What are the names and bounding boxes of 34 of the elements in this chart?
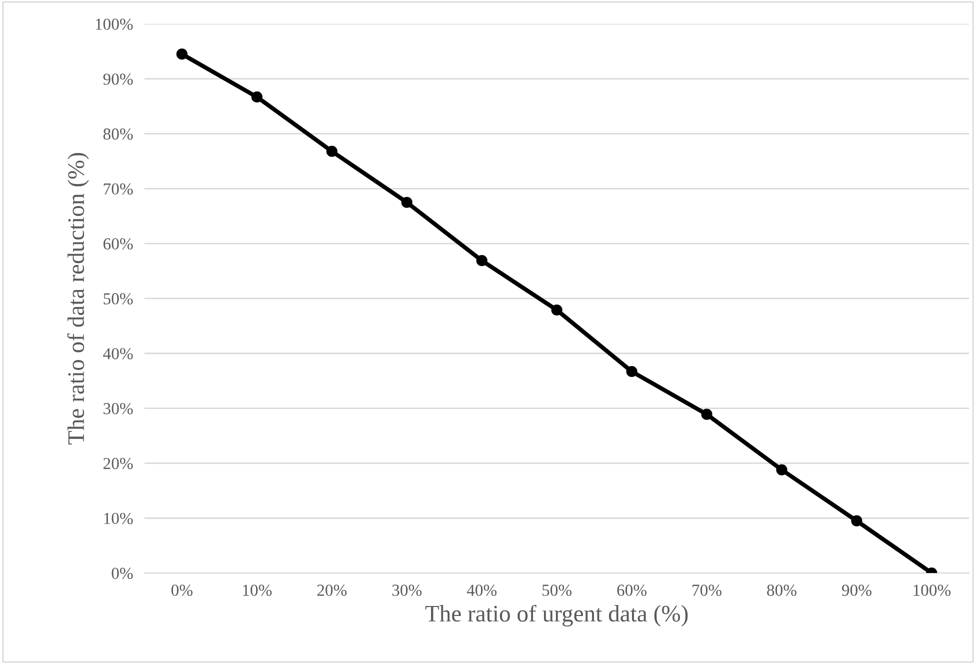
point [776,464,788,476]
y-tick-label: 30% [104,402,133,414]
x-tick-label: 70% [692,584,722,596]
x-tick-label: 0% [171,584,192,596]
y-tick-label: 70% [104,183,133,195]
x-tick-label: 60% [617,584,646,596]
x-tick-label: 40% [466,584,497,596]
y-tick-label: 50% [104,293,133,304]
x-tick-label: 90% [842,584,872,596]
y-tick-label: 60% [104,238,133,250]
y-axis-title: The ratio of data reduction (%) [67,152,89,445]
x-tick-label: 80% [767,584,796,596]
y-tick-label: 10% [104,512,133,524]
point [176,48,188,60]
y-tick-label: 0% [112,568,133,580]
y-tick-label: 90% [103,74,133,85]
point [626,366,638,378]
point [551,304,562,316]
y-tick-label: 100% [96,18,133,30]
point [851,515,862,526]
x-tick-label: 10% [243,584,272,596]
x-axis-title: The ratio of urgent data (%) [425,604,688,627]
point [476,255,488,266]
y-tick-label: 40% [103,348,133,360]
x-tick-label: 20% [317,584,347,596]
point [326,146,338,157]
point [701,408,712,420]
y-tick-label: 80% [103,128,133,140]
point [251,91,262,102]
y-tick-label: 20% [104,458,133,470]
point [401,196,412,208]
x-tick-label: 30% [392,584,422,596]
x-tick-label: 50% [542,584,572,596]
x-tick-label: 100% [914,584,951,596]
